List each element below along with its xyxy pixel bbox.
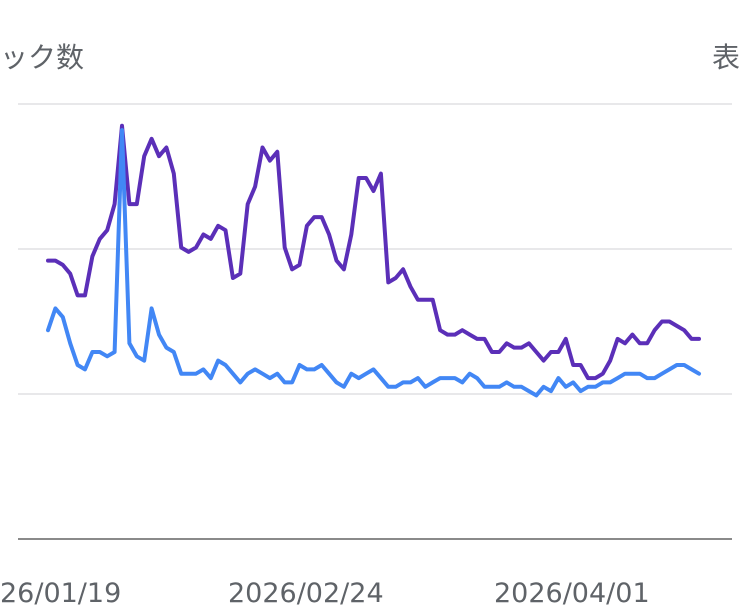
series-line-2 [46, 128, 701, 398]
series-line-1 [46, 123, 701, 381]
x-tick-label: 2026/04/01 [494, 578, 650, 609]
x-tick-label: 26/01/19 [0, 578, 121, 609]
series-layer [46, 123, 701, 398]
left-axis-title: ック数 [0, 41, 85, 74]
right-axis-title: 表 [712, 41, 740, 74]
x-tick-label: 2026/02/24 [228, 578, 384, 609]
